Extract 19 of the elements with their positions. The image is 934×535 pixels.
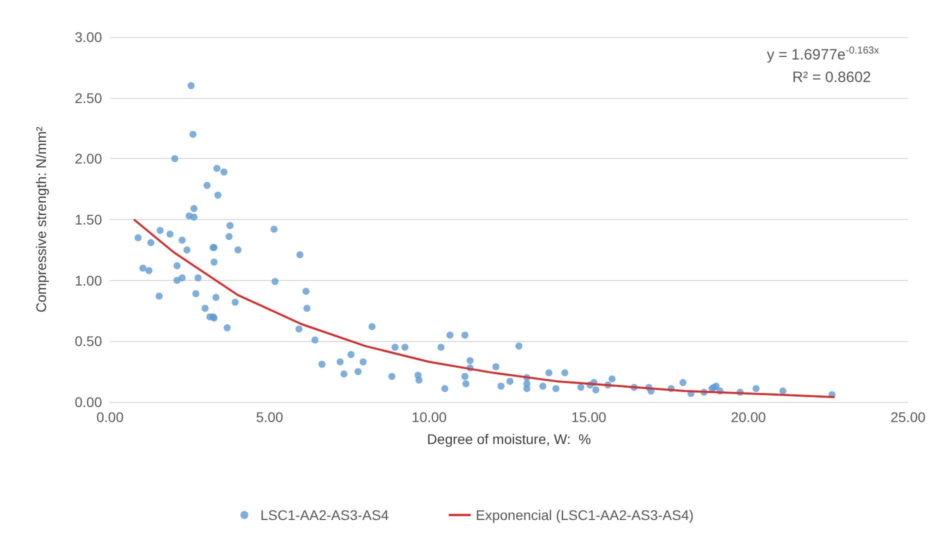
x-tick-label: 15.00 — [571, 409, 607, 425]
y-tick-label: 3.00 — [74, 29, 102, 45]
y-tick-label: 0.50 — [74, 333, 102, 350]
annotation: R² = 0.8602 — [792, 69, 872, 86]
y-axis-title: Compressive strength: N/mm² — [33, 126, 49, 312]
legend-label: Exponencial (LSC1-AA2-AS3-AS4) — [476, 507, 694, 523]
y-tick-label: 1.50 — [74, 212, 102, 228]
line-series — [132, 218, 836, 398]
x-tick-label: 20.00 — [730, 409, 766, 425]
legend-label: LSC1-AA2-AS3-AS4 — [260, 507, 389, 523]
y-tick-label: 2.00 — [74, 150, 102, 167]
y-tick-label: 0.00 — [74, 394, 102, 410]
x-tick-label: 0.00 — [96, 409, 124, 425]
y-tick-label: 1.00 — [74, 272, 102, 288]
x-tick-label: 25.00 — [890, 409, 926, 425]
x-tick-label: 5.00 — [256, 409, 284, 425]
x-axis-title: Degree of moisture, W: % — [427, 431, 591, 447]
x-tick-label: 10.00 — [412, 409, 447, 425]
y-tick-label: 2.50 — [74, 90, 102, 106]
